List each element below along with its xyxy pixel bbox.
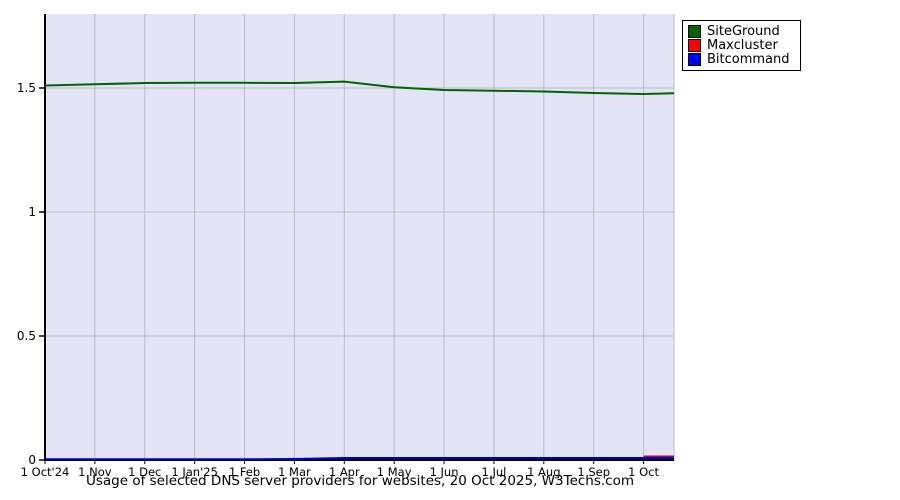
x-tick-label: 1 Aug — [527, 465, 560, 479]
x-tick-label: 1 Feb — [229, 465, 260, 479]
x-tick-label: 1 Apr — [329, 465, 360, 479]
x-tick-label: 1 Jan'25 — [171, 465, 218, 479]
legend-item-siteground: SiteGround — [688, 25, 790, 38]
y-tick-label: 1 — [28, 205, 36, 219]
x-tick-label: 1 Oct — [628, 465, 659, 479]
y-tick-label: 0.5 — [17, 329, 36, 343]
x-tick-label: 1 Dec — [128, 465, 161, 479]
legend-item-maxcluster: Maxcluster — [688, 39, 790, 52]
series-line-siteground — [44, 80, 675, 95]
series-line-bitcommand — [45, 457, 674, 461]
plot-background — [45, 14, 674, 460]
x-tick-label: 1 Oct'24 — [21, 465, 70, 479]
legend-swatch-maxcluster — [688, 39, 701, 52]
legend-label-maxcluster: Maxcluster — [707, 38, 778, 53]
x-tick-label: 1 Jun — [430, 465, 459, 479]
legend-item-bitcommand: Bitcommand — [688, 53, 790, 66]
legend-label-bitcommand: Bitcommand — [707, 52, 790, 67]
y-tick-label: 1.5 — [17, 81, 36, 95]
legend-swatch-siteground — [688, 25, 701, 38]
legend-label-siteground: SiteGround — [707, 24, 780, 39]
x-tick-label: 1 May — [377, 465, 412, 479]
x-tick-label: 1 Nov — [78, 465, 112, 479]
x-tick-label: 1 Sep — [577, 465, 610, 479]
legend-swatch-bitcommand — [688, 53, 701, 66]
legend: SiteGround Maxcluster Bitcommand — [682, 20, 801, 71]
chart-title: Usage of selected DNS server providers f… — [85, 473, 635, 489]
y-tick-label: 0 — [28, 453, 36, 467]
x-tick-label: 1 Mar — [278, 465, 311, 479]
x-tick-label: 1 Jul — [481, 465, 506, 479]
